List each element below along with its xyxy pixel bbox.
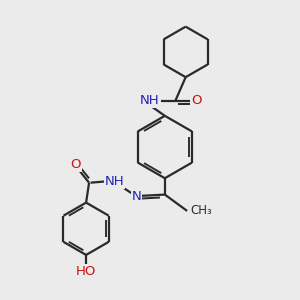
Text: O: O xyxy=(70,158,81,171)
Text: HO: HO xyxy=(76,265,96,278)
Text: O: O xyxy=(191,94,201,107)
Text: N: N xyxy=(132,190,142,202)
Text: NH: NH xyxy=(104,175,124,188)
Text: NH: NH xyxy=(140,94,160,107)
Text: CH₃: CH₃ xyxy=(191,204,212,218)
